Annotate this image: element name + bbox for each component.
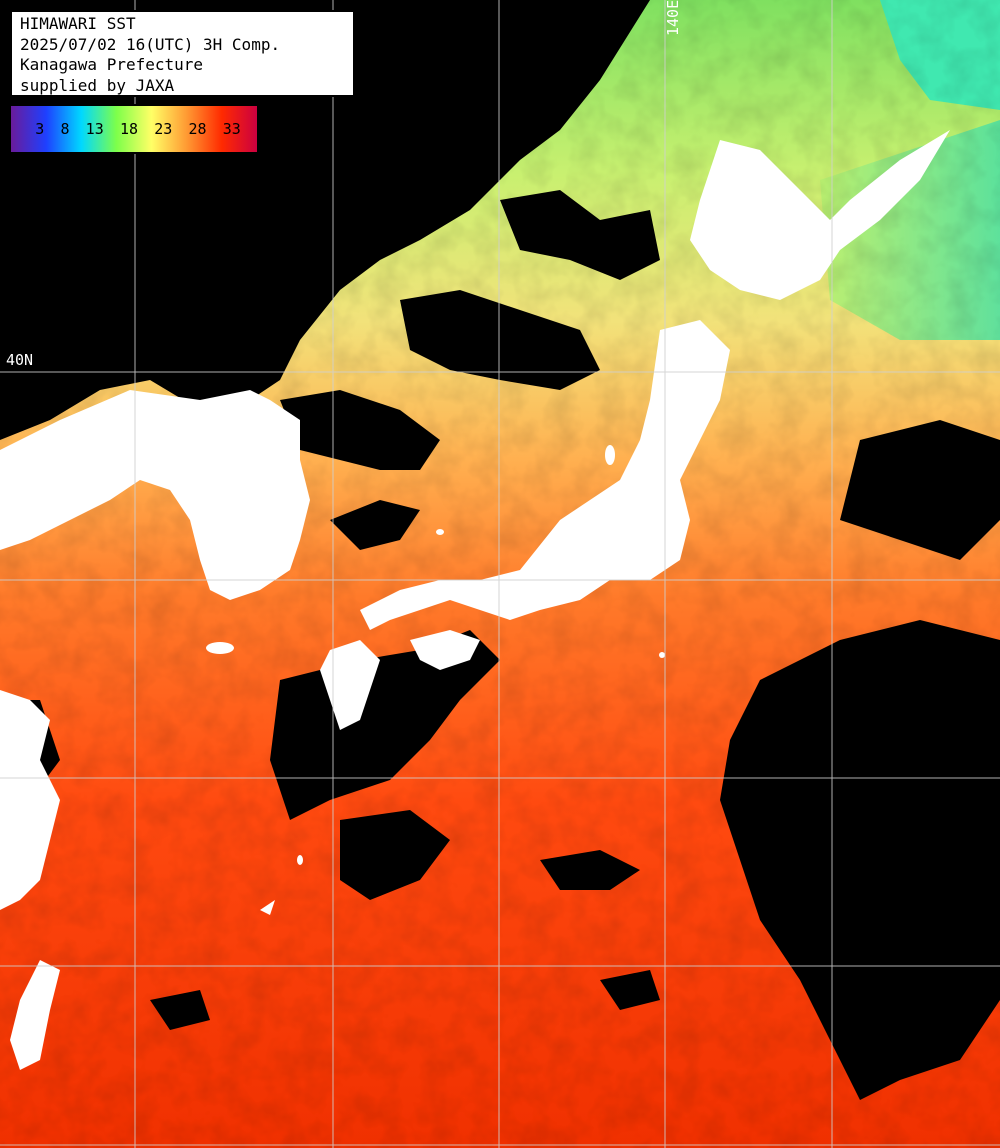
legend-tick: 33 bbox=[222, 120, 241, 138]
legend-ticks: 3 8 13 18 23 28 33 bbox=[11, 106, 257, 152]
land-honshu bbox=[360, 320, 730, 630]
land-china-coast bbox=[0, 690, 60, 910]
info-supplier: supplied by JAXA bbox=[20, 75, 175, 95]
land-jeju bbox=[206, 642, 234, 654]
legend-tick: 3 bbox=[35, 120, 45, 138]
color-scale-legend: 3 8 13 18 23 28 33 bbox=[9, 104, 259, 154]
legend-tick: 18 bbox=[119, 120, 138, 138]
land-ryukyu bbox=[260, 900, 275, 915]
info-title: HIMAWARI SST bbox=[20, 14, 136, 33]
land-taiwan bbox=[10, 960, 60, 1070]
longitude-label: 140E bbox=[664, 0, 682, 36]
land-sado bbox=[605, 445, 615, 465]
info-datetime: 2025/07/02 16(UTC) 3H Comp. bbox=[20, 34, 281, 54]
land-korea bbox=[0, 390, 310, 600]
legend-tick: 23 bbox=[154, 120, 173, 138]
land-hokkaido bbox=[690, 130, 950, 300]
legend-tick: 28 bbox=[188, 120, 207, 138]
legend-tick: 13 bbox=[85, 120, 104, 138]
latitude-label: 40N bbox=[6, 351, 34, 369]
land-kyushu bbox=[320, 640, 380, 730]
land-izu bbox=[659, 652, 665, 658]
land-oki bbox=[436, 529, 444, 535]
info-region: Kanagawa Prefecture bbox=[20, 55, 204, 74]
legend-tick: 8 bbox=[60, 120, 70, 138]
info-box: HIMAWARI SST 2025/07/02 16(UTC) 3H Comp.… bbox=[10, 10, 355, 97]
land-masses bbox=[0, 130, 950, 1070]
land-shikoku bbox=[410, 630, 480, 670]
land-amami bbox=[297, 855, 303, 865]
